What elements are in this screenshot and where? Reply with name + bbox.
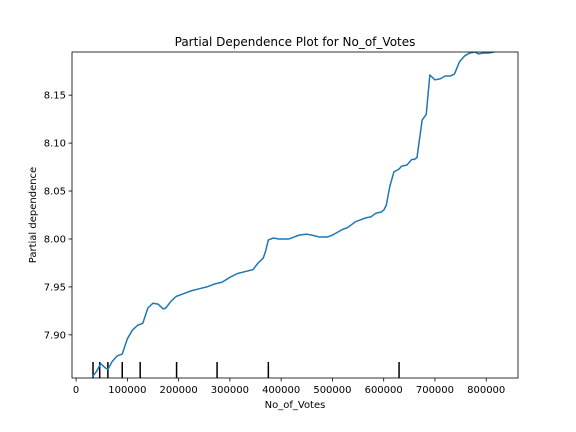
- rug-marks: [92, 362, 400, 378]
- x-axis-label: No_of_Votes: [265, 400, 326, 411]
- x-tick-label: 0: [73, 385, 79, 396]
- y-axis: 7.90 7.95 8.00 8.05 8.10 8.15: [44, 91, 72, 341]
- x-tick-label: 600000: [365, 385, 403, 396]
- x-tick-label: 400000: [262, 385, 300, 396]
- chart-title: Partial Dependence Plot for No_of_Votes: [175, 35, 416, 49]
- series-line: [92, 52, 496, 377]
- plot-frame: [71, 51, 519, 379]
- x-tick-label: 100000: [108, 385, 146, 396]
- y-tick-label: 8.00: [44, 234, 66, 245]
- y-tick-label: 7.95: [44, 282, 66, 293]
- x-tick-label: 200000: [160, 385, 198, 396]
- x-tick-label: 500000: [313, 385, 351, 396]
- x-tick-label: 300000: [211, 385, 249, 396]
- y-tick-label: 8.15: [44, 91, 66, 102]
- y-tick-label: 8.10: [44, 139, 66, 150]
- y-tick-label: 7.90: [44, 330, 66, 341]
- x-tick-label: 800000: [467, 385, 505, 396]
- y-axis-label: Partial dependence: [28, 167, 39, 263]
- x-axis: 0 100000 200000 300000 400000 500000 600000 700…: [73, 378, 505, 396]
- plot-area: [71, 51, 519, 379]
- y-tick-label: 8.05: [44, 187, 66, 198]
- x-tick-label: 700000: [416, 385, 454, 396]
